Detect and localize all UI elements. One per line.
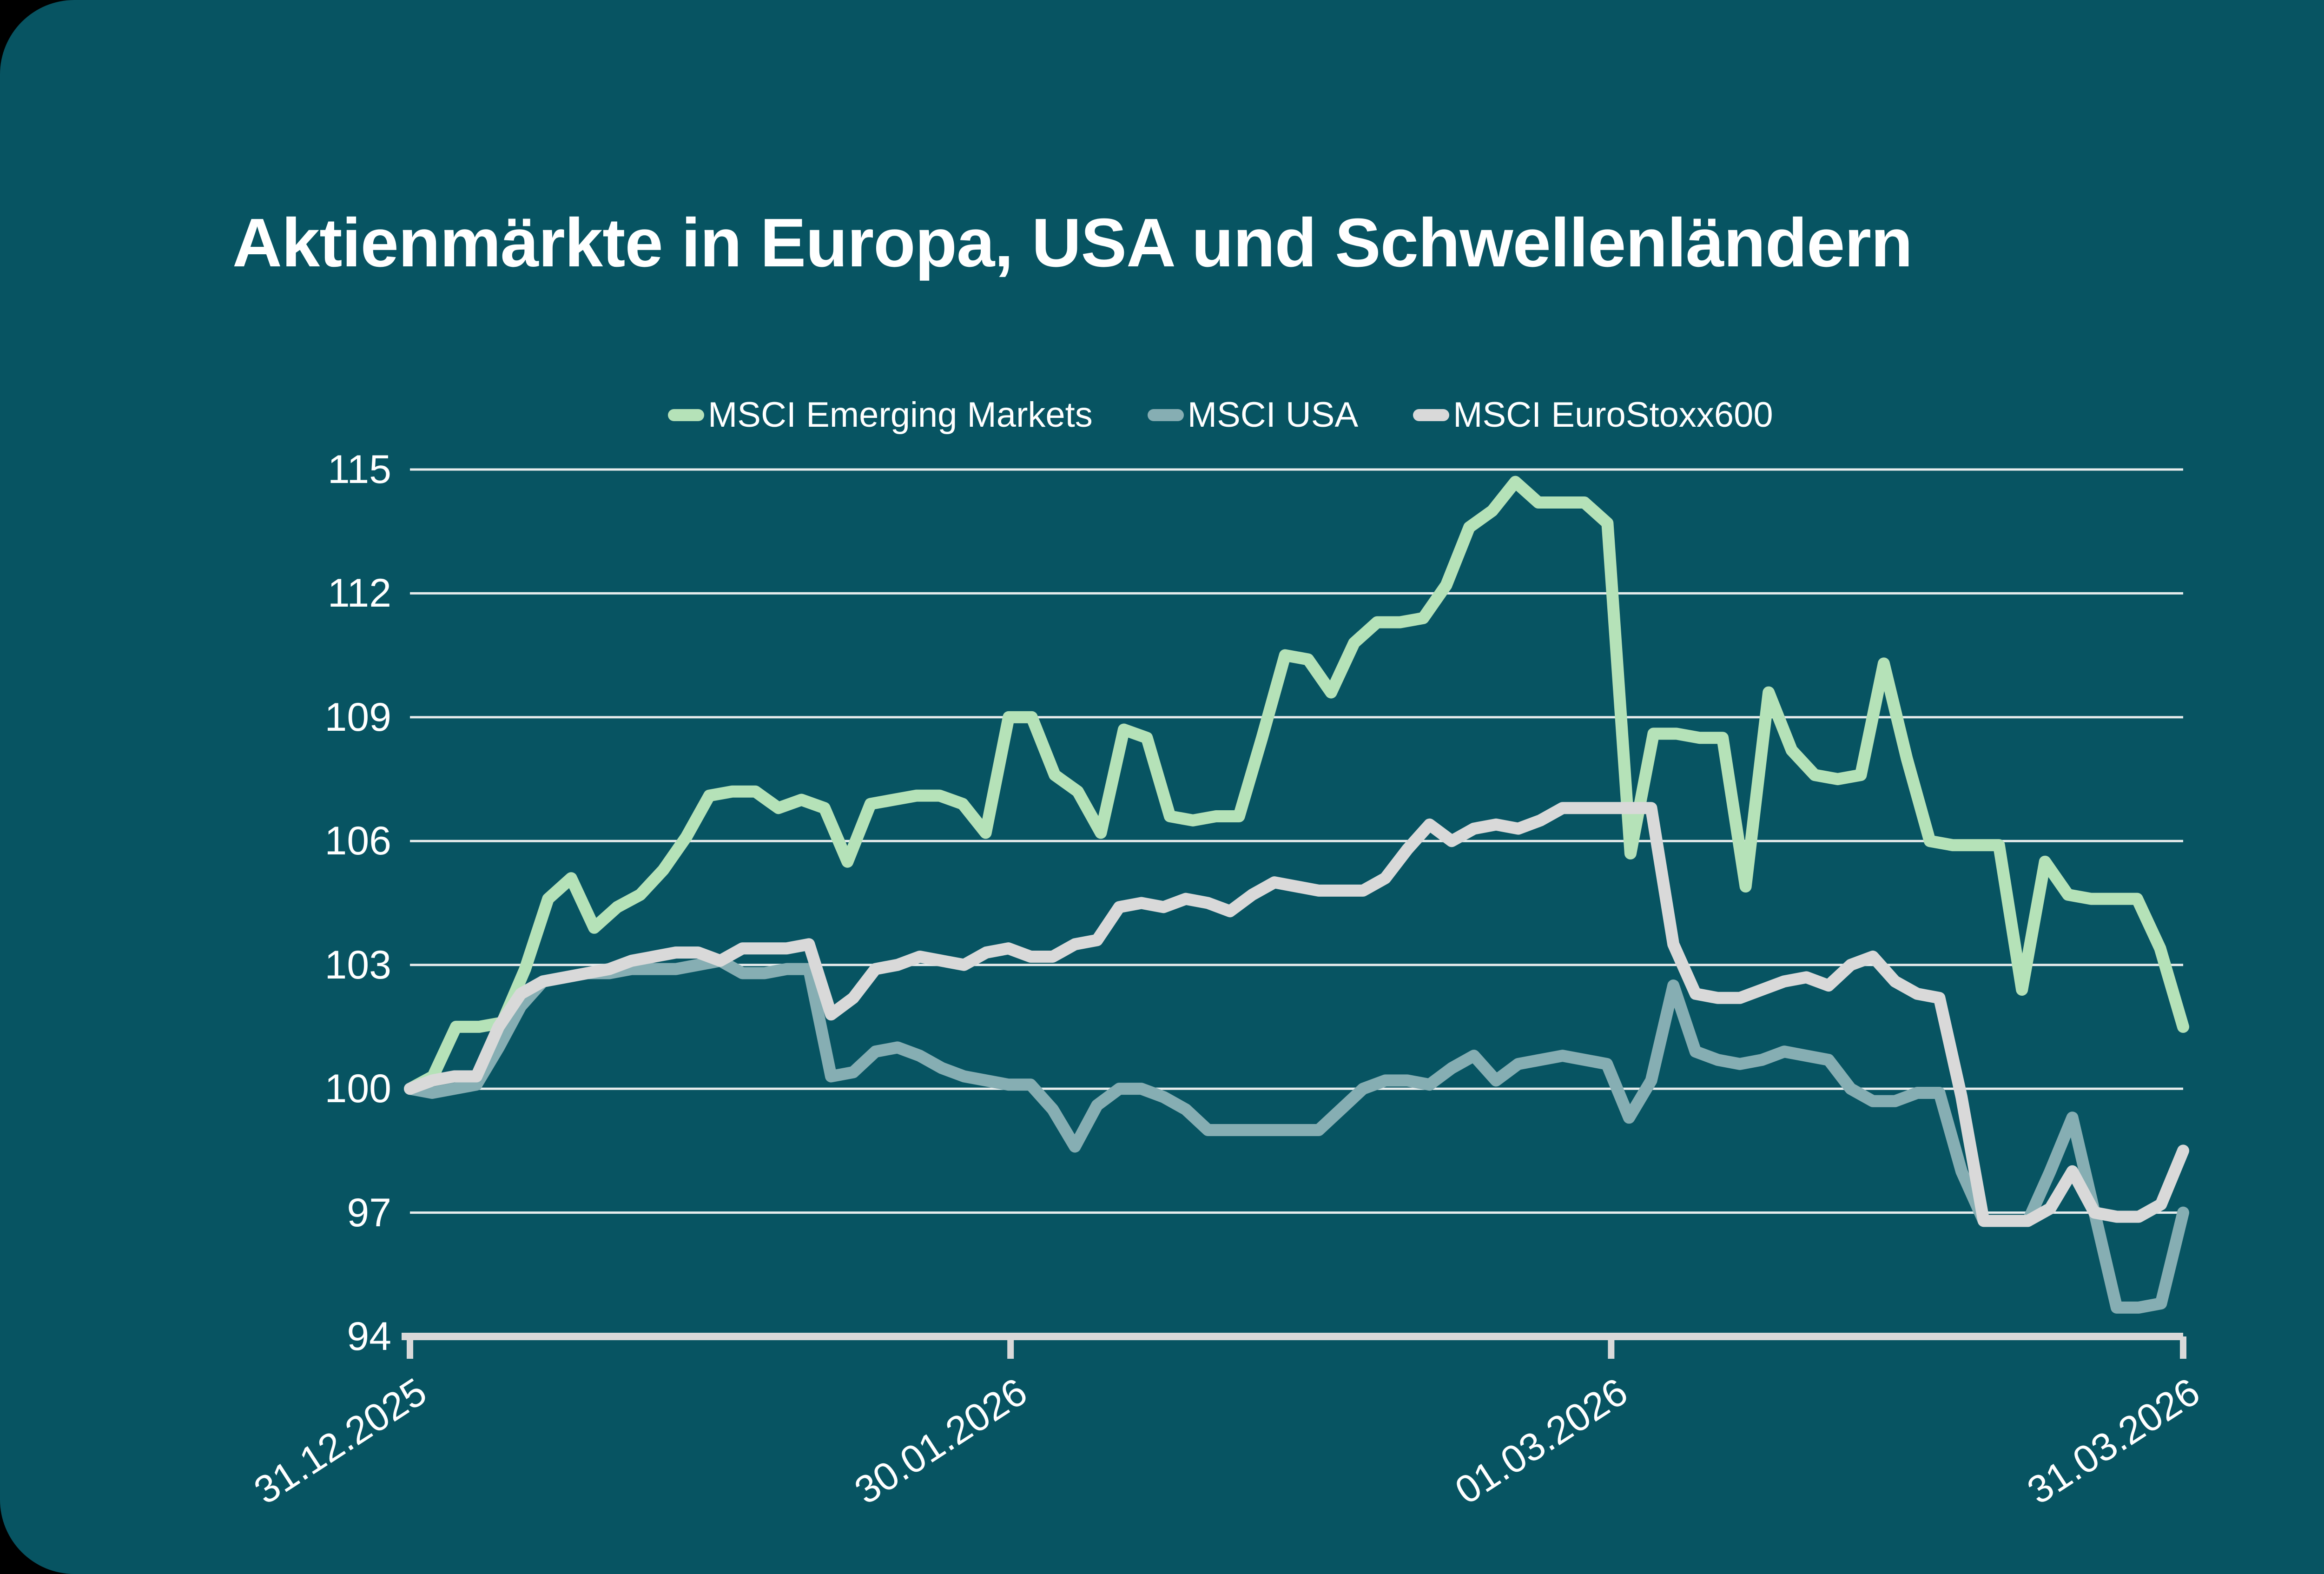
legend-item-usa[interactable]: MSCI USA <box>1147 395 1359 435</box>
page-title: Aktienmärkte in Europa, USA und Schwelle… <box>232 205 1913 281</box>
legend-swatch-usa <box>1147 409 1184 421</box>
series-line-emerging-markets <box>404 476 2189 1095</box>
y-axis-tick-label: 97 <box>347 1190 391 1235</box>
axis-lines-group <box>402 1333 2186 1359</box>
legend-item-eurostoxx600[interactable]: MSCI EuroStoxx600 <box>1413 397 1773 433</box>
legend-label-emerging-markets: MSCI Emerging Markets <box>708 395 1093 435</box>
gridlines-group <box>410 468 2183 1214</box>
legend-label-usa: MSCI USA <box>1187 395 1359 435</box>
legend-label-eurostoxx600: MSCI EuroStoxx600 <box>1453 395 1773 435</box>
y-axis-tick-label: 106 <box>324 819 392 864</box>
chart-legend: MSCI Emerging Markets MSCI USA MSCI Euro… <box>668 390 1773 441</box>
y-axis-tick-label: 94 <box>347 1314 391 1359</box>
legend-item-emerging-markets[interactable]: MSCI Emerging Markets <box>668 397 1093 433</box>
series-lines-group <box>404 476 2189 1314</box>
y-axis-tick-label: 103 <box>324 942 392 987</box>
series-line-eurostoxx600 <box>404 802 2189 1227</box>
legend-swatch-eurostoxx600 <box>1413 409 1450 421</box>
legend-swatch-emerging-markets <box>668 409 704 421</box>
y-axis-tick-label: 100 <box>324 1066 392 1111</box>
y-axis-tick-label: 112 <box>327 571 391 616</box>
y-axis-tick-label: 109 <box>324 694 392 740</box>
y-axis-tick-label: 115 <box>327 447 391 492</box>
series-line-usa <box>404 954 2189 1314</box>
